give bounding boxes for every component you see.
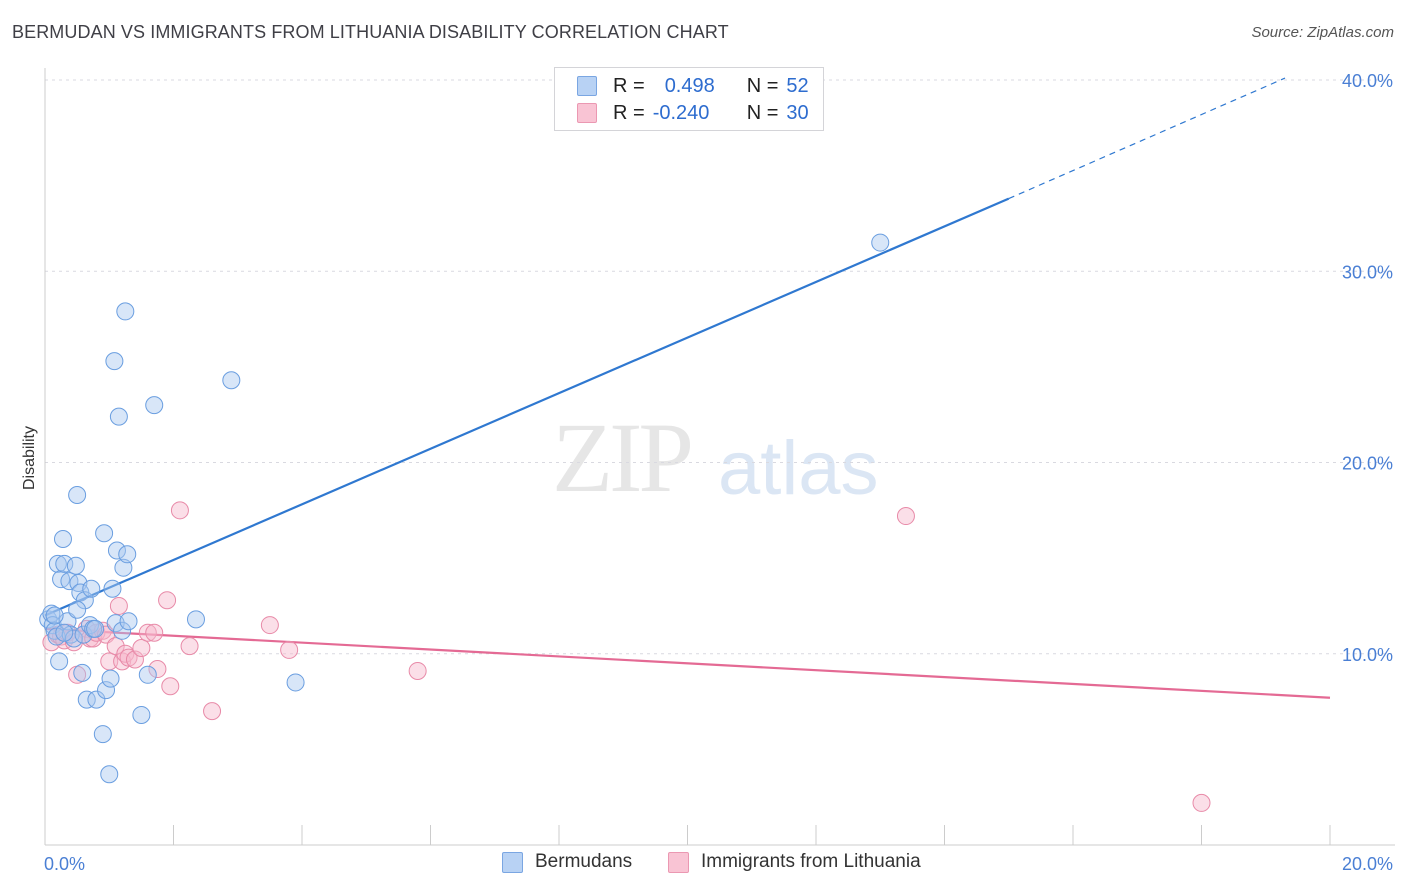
- data-point-bermudans: [118, 545, 137, 564]
- x-tick-label: 20.0%: [1342, 854, 1393, 874]
- data-point-bermudans: [116, 302, 135, 321]
- watermark-zip: ZIP: [552, 402, 694, 513]
- axis-labels: 10.0% 20.0% 30.0% 40.0% 0.0% 20.0% Disability: [21, 71, 1393, 874]
- data-point-bermudans: [145, 396, 164, 415]
- data-point-lithuania: [408, 661, 427, 680]
- data-point-bermudans: [53, 530, 72, 548]
- data-point-bermudans: [113, 621, 132, 640]
- data-point-bermudans: [97, 681, 116, 700]
- legend-r-value: -0.240: [652, 101, 710, 124]
- data-point-lithuania: [896, 507, 915, 526]
- data-point-lithuania: [125, 650, 144, 669]
- data-point-lithuania: [138, 623, 157, 642]
- data-point-bermudans: [77, 690, 96, 709]
- trend-lines: [44, 77, 1331, 699]
- data-point-lithuania: [109, 596, 128, 615]
- bottom-legend-label: Immigrants from Lithuania: [701, 851, 921, 872]
- legend-n-label: N =: [746, 74, 779, 97]
- pink-swatch-icon: [668, 851, 689, 873]
- y-tick-label: 20.0%: [1342, 454, 1393, 474]
- grid-lines: [45, 79, 1395, 655]
- data-point-bermudans: [95, 524, 114, 543]
- bottom-legend-label: Bermudans: [535, 851, 633, 872]
- legend-n-label: N =: [746, 101, 779, 124]
- data-point-bermudans: [93, 725, 112, 744]
- bottom-legend-bermudans: Bermudans: [502, 851, 632, 873]
- data-point-bermudans: [871, 233, 890, 252]
- data-point-bermudans: [50, 652, 69, 671]
- data-point-lithuania: [161, 677, 180, 696]
- data-point-bermudans: [64, 629, 83, 648]
- data-point-bermudans: [119, 612, 138, 631]
- legend-row-bermudans: R = 0.498 N = 52: [577, 73, 809, 99]
- data-point-bermudans: [138, 665, 157, 684]
- legend-n-value: 30: [786, 101, 809, 124]
- source-label: Source: ZipAtlas.com: [1251, 24, 1394, 41]
- data-point-bermudans: [109, 407, 128, 426]
- trend-line-bermudans-extension: [1008, 77, 1286, 200]
- data-point-bermudans: [101, 669, 120, 688]
- data-point-bermudans: [45, 606, 64, 625]
- data-point-lithuania: [148, 660, 167, 679]
- data-point-bermudans: [132, 705, 151, 724]
- data-point-bermudans: [48, 554, 67, 573]
- legend-row-lithuania: R = -0.240 N = 30: [577, 100, 809, 126]
- data-points: [39, 233, 1211, 812]
- data-point-lithuania: [170, 501, 189, 520]
- data-point-lithuania: [145, 623, 164, 642]
- data-point-bermudans: [107, 541, 126, 560]
- data-point-bermudans: [68, 486, 87, 505]
- data-point-lithuania: [280, 640, 299, 659]
- data-point-bermudans: [222, 371, 241, 390]
- data-point-lithuania: [158, 591, 177, 610]
- data-point-lithuania: [106, 637, 125, 656]
- axes: [44, 68, 1395, 846]
- legend-r-label: R =: [613, 74, 645, 97]
- y-axis-label: Disability: [21, 426, 38, 490]
- data-point-lithuania: [132, 639, 151, 658]
- legend-r-label: R =: [613, 101, 645, 124]
- legend-r-value: 0.498: [664, 74, 715, 97]
- data-point-lithuania: [260, 616, 279, 635]
- data-point-bermudans: [42, 604, 61, 623]
- blue-swatch-icon: [577, 76, 597, 96]
- data-point-lithuania: [1192, 793, 1211, 812]
- data-point-bermudans: [86, 619, 105, 638]
- data-point-bermudans: [100, 765, 119, 784]
- pink-swatch-icon: [577, 103, 597, 123]
- x-tick-label: 0.0%: [44, 854, 85, 874]
- data-point-bermudans: [74, 625, 93, 644]
- y-tick-label: 10.0%: [1342, 645, 1393, 665]
- data-point-bermudans: [60, 572, 79, 591]
- correlation-legend: R = 0.498 N = 52 R = -0.240 N = 30: [554, 67, 824, 131]
- y-tick-label: 40.0%: [1342, 71, 1393, 91]
- data-point-bermudans: [82, 579, 101, 598]
- watermark-atlas: atlas: [718, 426, 879, 511]
- data-point-bermudans: [68, 600, 87, 619]
- data-point-bermudans: [55, 554, 74, 573]
- data-point-lithuania: [203, 702, 222, 721]
- data-point-bermudans: [55, 623, 74, 642]
- trend-line-bermudans: [44, 197, 1010, 617]
- data-point-bermudans: [186, 610, 205, 629]
- bottom-legend-lithuania: Immigrants from Lithuania: [668, 851, 921, 873]
- chart-title: BERMUDAN VS IMMIGRANTS FROM LITHUANIA DI…: [12, 22, 729, 42]
- blue-swatch-icon: [502, 851, 523, 873]
- y-tick-label: 30.0%: [1342, 262, 1393, 282]
- legend-n-value: 52: [786, 74, 809, 97]
- data-point-lithuania: [180, 637, 199, 656]
- data-point-bermudans: [103, 579, 122, 598]
- data-point-bermudans: [87, 690, 106, 709]
- data-point-lithuania: [119, 648, 138, 667]
- trend-line-lithuania: [44, 627, 1331, 699]
- data-point-bermudans: [66, 556, 85, 575]
- data-point-bermudans: [286, 673, 305, 692]
- data-point-bermudans: [114, 558, 133, 577]
- data-point-bermudans: [73, 663, 92, 682]
- data-point-bermudans: [105, 352, 124, 371]
- data-point-bermudans: [75, 591, 94, 610]
